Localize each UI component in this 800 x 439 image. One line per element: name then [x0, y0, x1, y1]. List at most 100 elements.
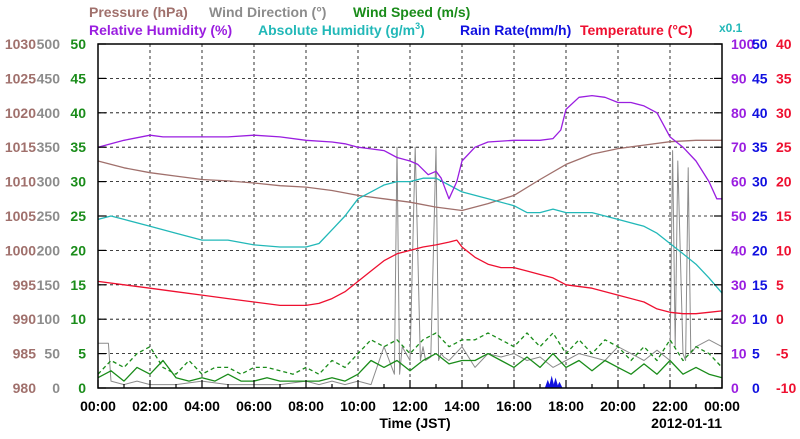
y-tick-label: 30: [776, 105, 792, 121]
y-tick-label: 25: [776, 139, 792, 155]
y-tick-label: 350: [37, 139, 61, 155]
legend-wind-direction: Wind Direction (°): [209, 4, 326, 20]
y-tick-label: 40: [731, 242, 747, 258]
y-tick-label: 1020: [5, 105, 36, 121]
y-tick-label: 980: [13, 380, 37, 396]
y-tick-label: 50: [44, 346, 60, 362]
x-tick-label: 04:00: [184, 398, 220, 414]
y-tick-label: 35: [70, 139, 86, 155]
y-tick-label: 1025: [5, 70, 36, 86]
y-tick-label: 50: [752, 36, 768, 52]
y-tick-label: 10: [70, 311, 86, 327]
y-axis-labels: 1030102510201015101010051000995990985980…: [5, 36, 797, 396]
y-tick-label: 15: [70, 277, 86, 293]
series-temperature: [97, 239, 723, 315]
x-tick-label: 12:00: [392, 398, 428, 414]
y-tick-label: 250: [37, 208, 61, 224]
y-tick-label: 30: [70, 174, 86, 190]
y-tick-label: 1030: [5, 36, 36, 52]
y-tick-label: 300: [37, 174, 61, 190]
y-tick-label: 500: [37, 36, 61, 52]
x-axis-title: Time (JST): [379, 415, 450, 431]
legend-ah-main: Absolute Humidity (g/m: [258, 22, 415, 38]
series-wind-speed: [97, 352, 723, 382]
y-tick-label: 30: [731, 277, 747, 293]
x-axis-labels: 00:00 02:00 04:00 06:00 08:00 10:00 12:00 14:00…: [80, 398, 740, 414]
y-tick-label: 1005: [5, 208, 36, 224]
series-group: [97, 94, 723, 388]
y-tick-label: 90: [731, 70, 747, 86]
y-tick-label: 35: [752, 139, 768, 155]
series-pressure: [97, 139, 722, 212]
x-tick-label: 00:00: [80, 398, 116, 414]
y-tick-label: 400: [37, 105, 61, 121]
y-tick-label: 990: [13, 311, 37, 327]
series-relative-humidity: [97, 94, 722, 200]
legend-ah-close: ): [420, 22, 425, 38]
rain-rate-spike: [548, 375, 555, 388]
y-tick-label: 15: [752, 277, 768, 293]
y-tick-label: 0: [731, 380, 739, 396]
x-tick-label: 16:00: [496, 398, 532, 414]
y-tick-label: 985: [13, 346, 37, 362]
y-tick-label: 450: [37, 70, 61, 86]
y-tick-label: 100: [37, 311, 61, 327]
y-tick-label: 995: [13, 277, 37, 293]
legend-ah-sup: 3: [415, 21, 420, 31]
y-tick-label: 5: [752, 346, 760, 362]
legend-temperature: Temperature (°C): [580, 22, 693, 38]
y-tick-label: 0: [52, 380, 60, 396]
y-tick-label: 0: [752, 380, 760, 396]
y-tick-label: 20: [731, 311, 747, 327]
legend-absolute-humidity: Absolute Humidity (g/m3): [258, 21, 425, 38]
y-tick-label: 10: [776, 242, 792, 258]
y-tick-label: 5: [776, 277, 784, 293]
x-tick-label: 06:00: [236, 398, 272, 414]
legend-relative-humidity: Relative Humidity (%): [89, 22, 232, 38]
y-tick-label: 100: [731, 36, 755, 52]
y-tick-label: -10: [776, 380, 796, 396]
y-tick-label: 45: [70, 70, 86, 86]
x-tick-label: 14:00: [444, 398, 480, 414]
y-tick-label: 50: [70, 36, 86, 52]
series-absolute-humidity: [97, 177, 723, 294]
x-tick-label: 10:00: [340, 398, 376, 414]
x-tick-label: 02:00: [132, 398, 168, 414]
x-tick-label: 08:00: [288, 398, 324, 414]
legend-rain-rate: Rain Rate(mm/h): [460, 22, 571, 38]
axis-ticks: [97, 43, 723, 389]
rain-rate-spike: [552, 377, 559, 388]
x-tick-label: 20:00: [600, 398, 636, 414]
x-tick-label: 00:00: [704, 398, 740, 414]
y-tick-label: 10: [752, 311, 768, 327]
y-tick-label: 70: [731, 139, 747, 155]
y-tick-label: 1015: [5, 139, 36, 155]
y-tick-label: 1000: [5, 242, 36, 258]
y-tick-label: 50: [731, 208, 747, 224]
legend-wind-speed: Wind Speed (m/s): [353, 4, 470, 20]
y-tick-label: 35: [776, 70, 792, 86]
x-tick-label: 22:00: [652, 398, 688, 414]
y-tick-label: 200: [37, 242, 61, 258]
rain-rate-spike: [556, 381, 563, 388]
date-label: 2012-01-11: [651, 415, 722, 431]
grid-lines: [98, 44, 722, 388]
y-tick-label: -5: [776, 346, 789, 362]
y-tick-label: 0: [776, 311, 784, 327]
y-tick-label: 0: [78, 380, 86, 396]
series-wind-speed-gust: [97, 332, 723, 375]
y-tick-label: 80: [731, 105, 747, 121]
y-tick-label: 25: [70, 208, 86, 224]
y-tick-label: 150: [37, 277, 61, 293]
y-tick-label: 25: [752, 208, 768, 224]
y-tick-label: 45: [752, 70, 768, 86]
y-tick-label: 20: [752, 242, 768, 258]
y-tick-label: 15: [776, 208, 792, 224]
y-tick-label: 60: [731, 174, 747, 190]
y-tick-label: 40: [70, 105, 86, 121]
y-tick-label: 1010: [5, 174, 36, 190]
legend-pressure: Pressure (hPa): [89, 4, 188, 20]
y-tick-label: 5: [78, 346, 86, 362]
